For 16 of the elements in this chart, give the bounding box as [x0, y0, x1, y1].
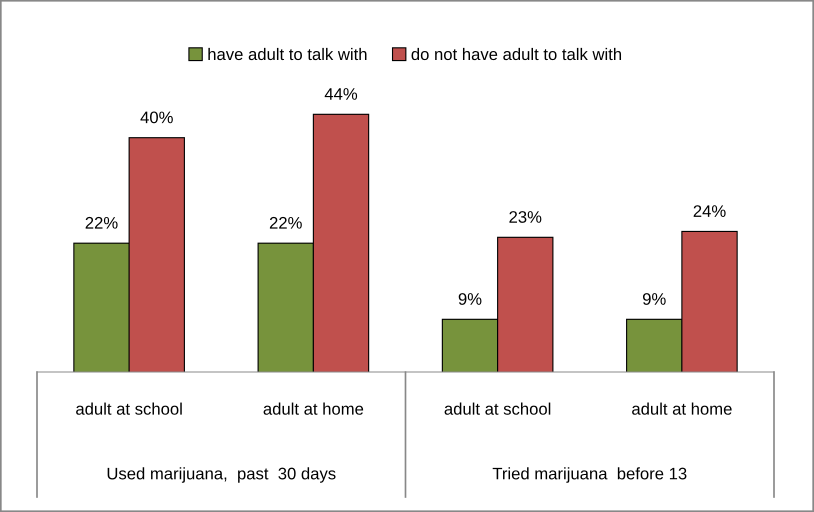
data-label: 44%	[324, 88, 358, 100]
data-label: 22%	[270, 216, 302, 229]
x-tick-label: adult at home	[632, 402, 732, 415]
data-label: 9%	[642, 293, 666, 305]
data-label: 9%	[458, 293, 482, 305]
data-label: 22%	[86, 216, 118, 229]
data-label: 23%	[509, 211, 542, 223]
legend-label: do not have adult to talk with	[412, 48, 622, 60]
x-tick-label: adult at home	[264, 402, 364, 415]
data-label: 24%	[694, 205, 726, 217]
legend-label: have adult to talk with	[208, 48, 366, 60]
text: Used marijuana, past 30 days	[108, 467, 336, 483]
text: Tried marijuana before 13	[492, 467, 686, 483]
x-tick-label: adult at school	[444, 402, 550, 415]
data-label: 40%	[140, 112, 173, 124]
x-tick-label: adult at school	[76, 402, 182, 415]
